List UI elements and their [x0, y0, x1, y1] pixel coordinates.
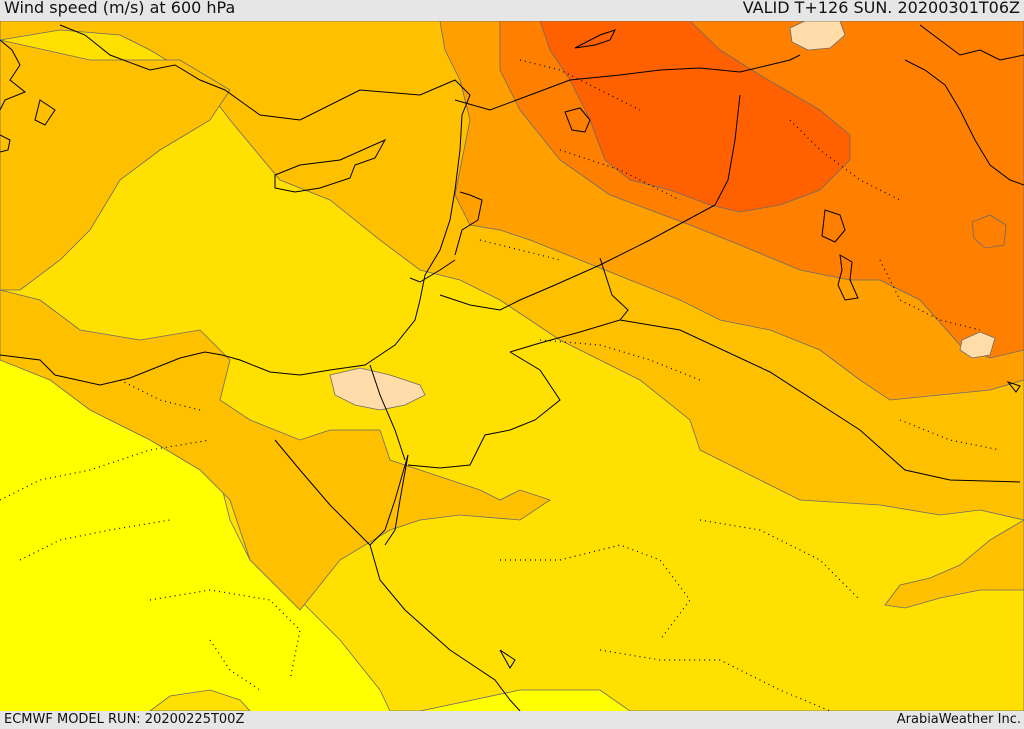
wind-level-3	[0, 39, 231, 291]
wind-level-2	[149, 689, 251, 711]
valid-time: VALID T+126 SUN. 20200301T06Z	[742, 0, 1020, 17]
footer-bar: ECMWF MODEL RUN: 20200225T00Z ArabiaWeat…	[0, 711, 1024, 729]
wind-level-3	[0, 289, 551, 611]
model-run-label: ECMWF MODEL RUN: 20200225T00Z	[4, 712, 245, 727]
admin-borders	[0, 59, 1001, 711]
wind-level-3	[884, 519, 1024, 609]
wind-level-6	[539, 21, 851, 213]
country-borders	[369, 54, 1021, 483]
wind-level-7	[959, 331, 996, 359]
coastlines	[0, 24, 1024, 711]
map-title: Wind speed (m/s) at 600 hPa	[4, 0, 236, 17]
wind-level-5	[971, 214, 1007, 249]
wind-level-7	[789, 21, 846, 51]
credit-label: ArabiaWeather Inc.	[896, 712, 1021, 727]
header-bar: Wind speed (m/s) at 600 hPa VALID T+126 …	[0, 0, 1024, 21]
wind-speed-map[interactable]	[0, 21, 1024, 711]
